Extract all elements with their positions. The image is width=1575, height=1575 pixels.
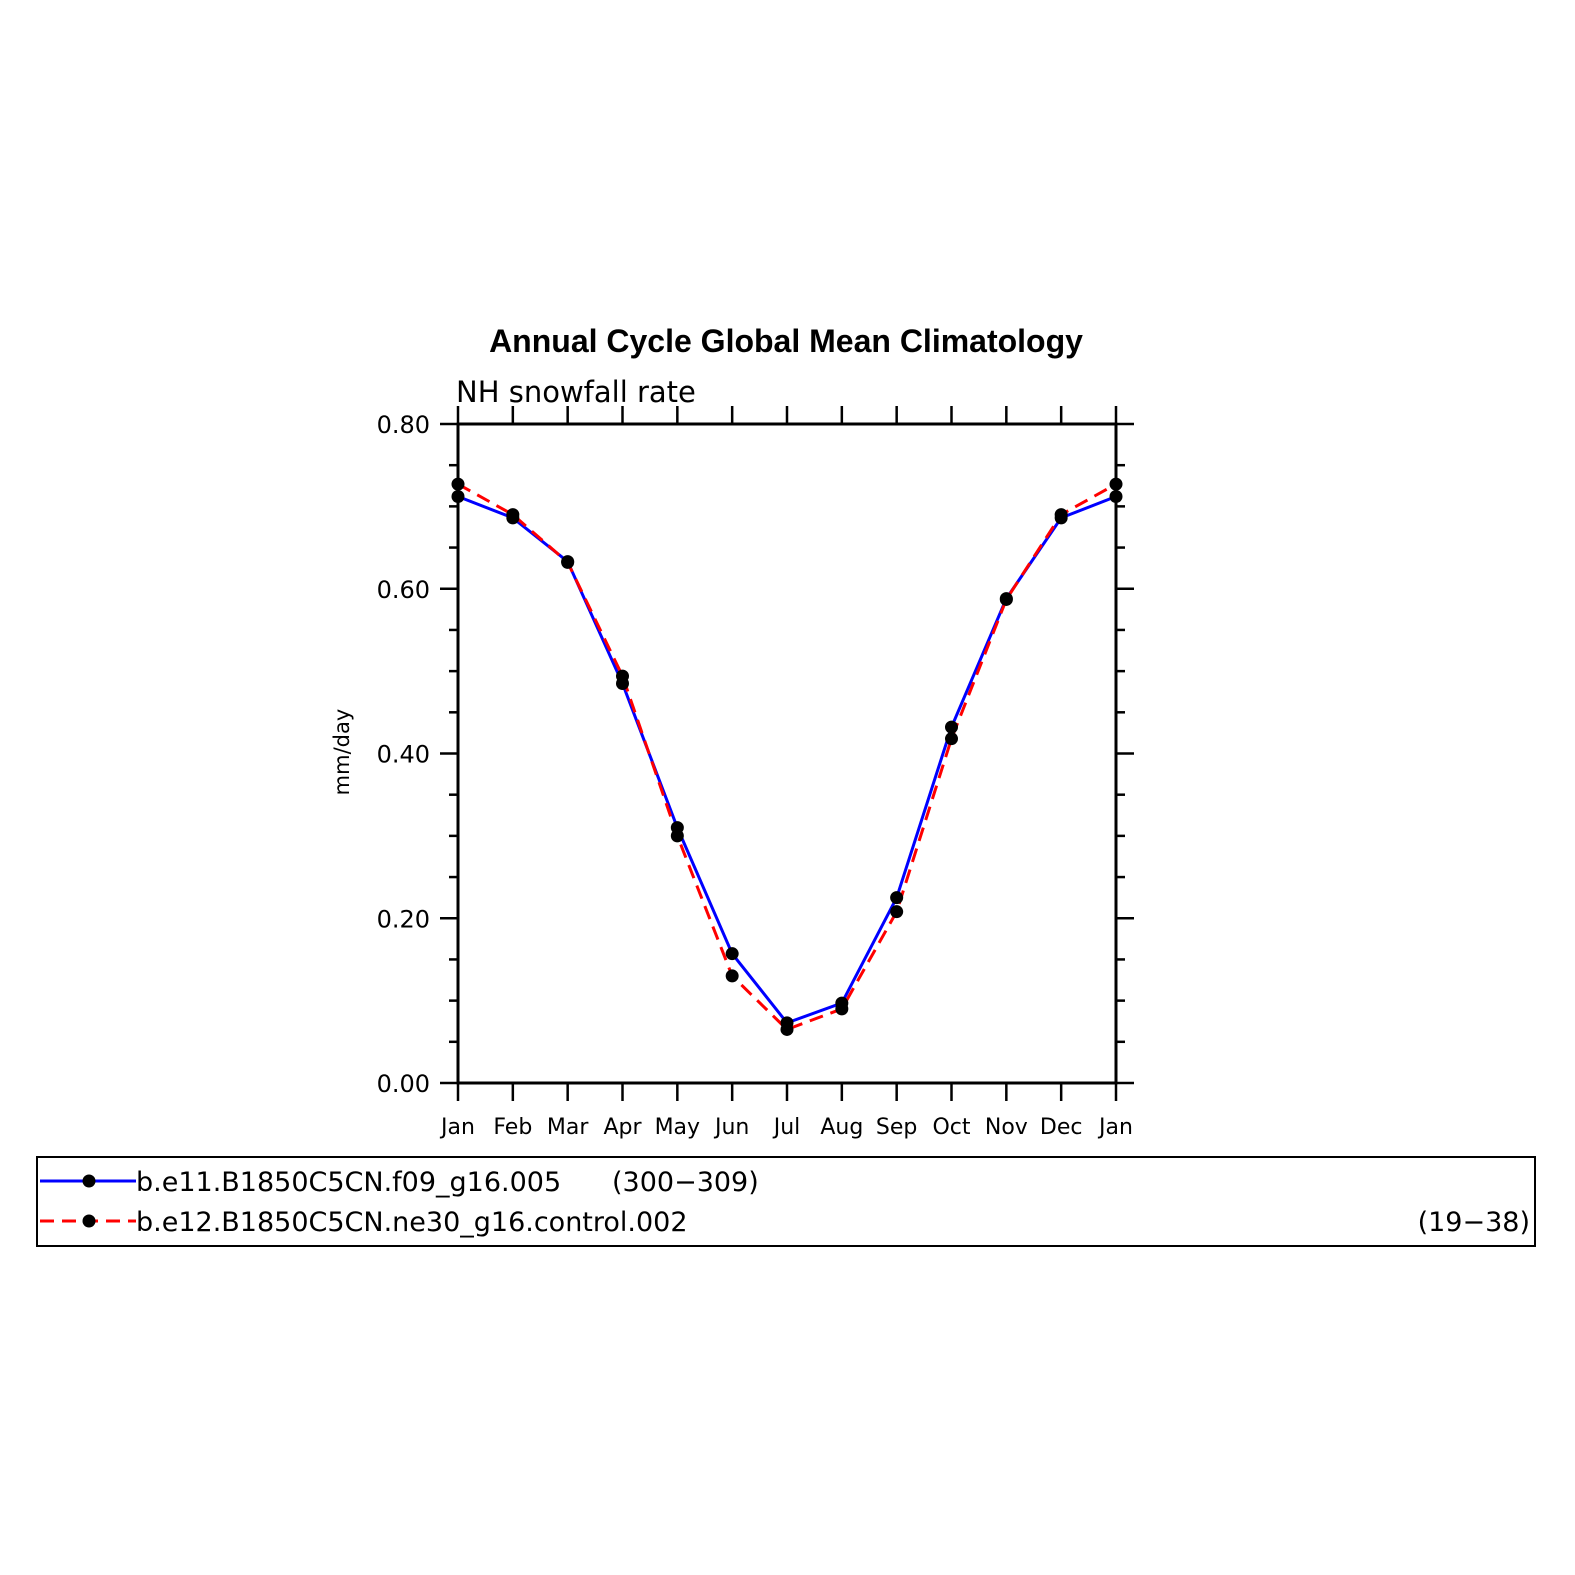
series-line-1 <box>457 495 1117 1025</box>
legend-marker-2 <box>82 1214 96 1228</box>
plot-border <box>456 422 1118 1085</box>
legend: b.e11.B1850C5CN.f09_g16.005 (300−309) b.e1… <box>36 1156 1536 1247</box>
x-tick-label: Nov <box>985 1115 1028 1140</box>
series-2-point <box>890 905 904 919</box>
y-tick-label: 0.60 <box>377 576 430 604</box>
series-2-point <box>451 477 465 491</box>
legend-label-1: b.e11.B1850C5CN.f09_g16.005 <box>136 1167 561 1198</box>
y-tick-label: 0.20 <box>377 905 430 933</box>
legend-years-1: (300−309) <box>612 1167 759 1198</box>
x-tick-label: Oct <box>932 1115 970 1140</box>
x-tick-label: Aug <box>820 1115 863 1140</box>
series-2-point <box>506 508 520 522</box>
chart-subtitle: NH snowfall rate <box>456 375 696 409</box>
legend-box <box>36 1156 1536 1247</box>
series-2-point <box>1054 508 1068 522</box>
x-tick-label: Jun <box>713 1115 749 1140</box>
x-tick-label: Mar <box>547 1115 589 1140</box>
series-2-point <box>725 969 739 983</box>
chart-title: Annual Cycle Global Mean Climatology <box>489 323 1083 359</box>
series-2-point <box>999 592 1013 606</box>
plot-frame <box>456 422 1118 1085</box>
series-2-point <box>780 1022 794 1036</box>
x-tick-label: Feb <box>493 1115 532 1140</box>
x-tick-label: Apr <box>603 1115 642 1140</box>
series-2-point <box>945 732 958 746</box>
series-1-point <box>451 489 465 503</box>
series-1-point <box>945 720 958 734</box>
x-tick-label: Jan <box>1097 1115 1133 1140</box>
series-1-point <box>1109 489 1123 503</box>
y-tick-label: 0.80 <box>377 411 430 439</box>
series-2-point <box>835 1002 849 1016</box>
y-tick-label: 0.40 <box>377 741 430 769</box>
x-tick-label: Jul <box>772 1115 801 1140</box>
legend-years-2: (19−38) <box>1418 1207 1530 1238</box>
series-2-point <box>1109 477 1123 491</box>
series-1-point <box>725 947 739 961</box>
x-tick-label: Jan <box>439 1115 475 1140</box>
x-tick-label: Dec <box>1040 1115 1083 1140</box>
y-tick-label: 0.00 <box>377 1070 430 1098</box>
series-2-point <box>561 555 575 569</box>
series-1-point <box>890 891 904 905</box>
x-axis-ticks: Jan Feb Mar Apr May Jun Jul Aug Sep Oct Nov Dec Jan <box>439 406 1133 1140</box>
legend-label-2: b.e12.B1850C5CN.ne30_g16.control.002 <box>136 1207 688 1238</box>
y-axis-ticks: 0.00 0.20 0.40 0.60 0.80 <box>377 411 1134 1098</box>
series-2-point <box>670 829 684 843</box>
series-layer <box>451 477 1123 1036</box>
series-line-2 <box>457 482 1117 1032</box>
x-tick-label: May <box>655 1115 700 1140</box>
series-2-point <box>616 669 629 683</box>
legend-marker-1 <box>82 1174 96 1188</box>
y-axis-label: mm/day <box>330 709 354 796</box>
x-tick-label: Sep <box>876 1115 917 1140</box>
